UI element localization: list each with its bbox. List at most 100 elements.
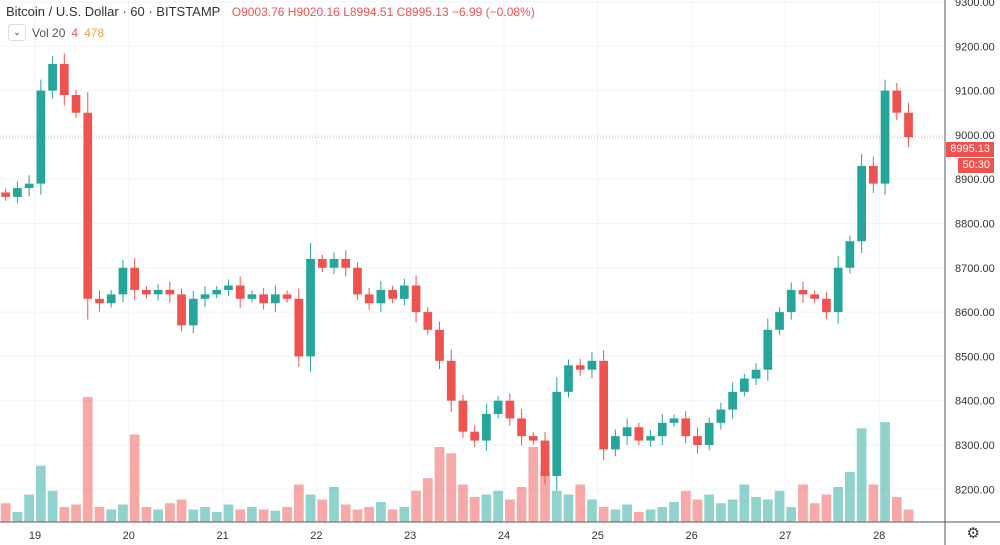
candle-body (212, 289, 222, 295)
candle-body (798, 289, 808, 295)
volume-bar (633, 512, 644, 522)
volume-bar (669, 502, 679, 522)
volume-bar (71, 504, 81, 522)
candle-body (388, 289, 397, 299)
candle-body (552, 391, 562, 477)
symbol-legend: Bitcoin / U.S. Dollar · 60 · BITSTAMP O9… (6, 4, 535, 19)
volume-bar (458, 484, 468, 522)
volume-bar (598, 507, 609, 522)
volume-bar (200, 507, 210, 522)
volume-bar (540, 472, 550, 522)
countdown-tag: 50:30 (958, 158, 994, 173)
time-tick-label: 19 (29, 530, 41, 542)
candle-body (364, 294, 374, 304)
price-tick-label: 9000.00 (955, 130, 995, 142)
candle-body (224, 285, 233, 290)
volume-bar (657, 507, 668, 522)
volume-bar (833, 487, 844, 522)
volume-bar (270, 510, 281, 522)
candle-body (528, 436, 538, 441)
price-tick-label: 8700.00 (955, 263, 995, 275)
candle-body (716, 409, 726, 423)
volume-bar (141, 507, 152, 522)
interval[interactable]: 60 (130, 4, 145, 19)
candle-body (153, 289, 163, 295)
candle-body (505, 400, 515, 419)
candle-body (188, 298, 198, 326)
volume-bar (106, 509, 117, 522)
volume-bar (528, 447, 539, 522)
time-tick-label: 24 (498, 530, 510, 542)
time-tick-label: 20 (123, 530, 135, 542)
close-value: C8995.13 (396, 5, 449, 19)
candle-body (1, 192, 11, 197)
candle-body (36, 90, 46, 184)
volume-bar (716, 503, 726, 522)
volume-bar (387, 509, 398, 522)
settings-gear-icon[interactable]: ⚙ (966, 525, 980, 542)
volume-bar (340, 504, 351, 522)
volume-bar (422, 478, 433, 522)
volume-bar (36, 465, 46, 522)
candle-body (130, 267, 140, 290)
candle-body (657, 422, 667, 437)
volume-bar (118, 504, 128, 522)
volume-bar (129, 434, 140, 522)
candle-body (282, 294, 292, 299)
price-tick-label: 8300.00 (955, 440, 995, 452)
volume-bar (610, 509, 621, 522)
change-value: −6.99 (−0.08%) (451, 5, 535, 19)
volume-bar (692, 499, 703, 522)
price-tick-label: 8200.00 (955, 484, 995, 496)
volume-bar (563, 494, 574, 522)
volume-bar (12, 512, 23, 522)
candle-body (200, 294, 210, 299)
volume-bar (0, 503, 11, 522)
candle-body (411, 285, 421, 313)
candle-body (904, 112, 913, 138)
volume-bar (704, 494, 715, 522)
exchange: BITSTAMP (156, 4, 221, 19)
candle-body (833, 267, 843, 313)
candle-body (259, 294, 268, 304)
volume-bar (282, 507, 292, 522)
high-value: H9020.16 (287, 5, 340, 19)
volume-bar (774, 490, 785, 522)
volume-bar (364, 507, 375, 522)
volume-bar (868, 484, 879, 522)
candle-body (376, 289, 386, 304)
volume-bar (575, 484, 586, 522)
time-tick-label: 27 (779, 530, 791, 542)
candle-body (517, 418, 526, 437)
volume-bar (809, 503, 820, 522)
volume-bar (258, 509, 269, 522)
candle-body (353, 267, 362, 295)
volume-bar (645, 509, 656, 522)
time-tick-label: 23 (404, 530, 416, 542)
candle-body (13, 188, 22, 197)
volume-bar (880, 422, 890, 522)
time-tick-label: 25 (592, 530, 604, 542)
volume-bar (399, 507, 410, 522)
candle-body (118, 267, 128, 295)
candle-body (493, 400, 503, 414)
collapse-chevron-icon[interactable]: ⌄ (8, 24, 26, 41)
volume-bar (235, 509, 246, 522)
time-tick-label: 26 (685, 530, 697, 542)
volume-bar (176, 499, 187, 522)
volume-bar (293, 484, 304, 522)
candle-body (540, 440, 550, 477)
volume-bar (317, 499, 328, 522)
volume-bar (446, 453, 457, 522)
price-tick-label: 9200.00 (955, 41, 995, 53)
time-tick-label: 22 (310, 530, 322, 542)
volume-label: Vol 20 (32, 25, 66, 40)
volume-bar (469, 497, 480, 522)
candle-body (845, 241, 855, 268)
volume-bar (247, 507, 257, 522)
candle-body (482, 413, 491, 441)
time-tick-label: 21 (216, 530, 228, 542)
volume-bar (164, 503, 175, 522)
candle-body (810, 294, 820, 299)
